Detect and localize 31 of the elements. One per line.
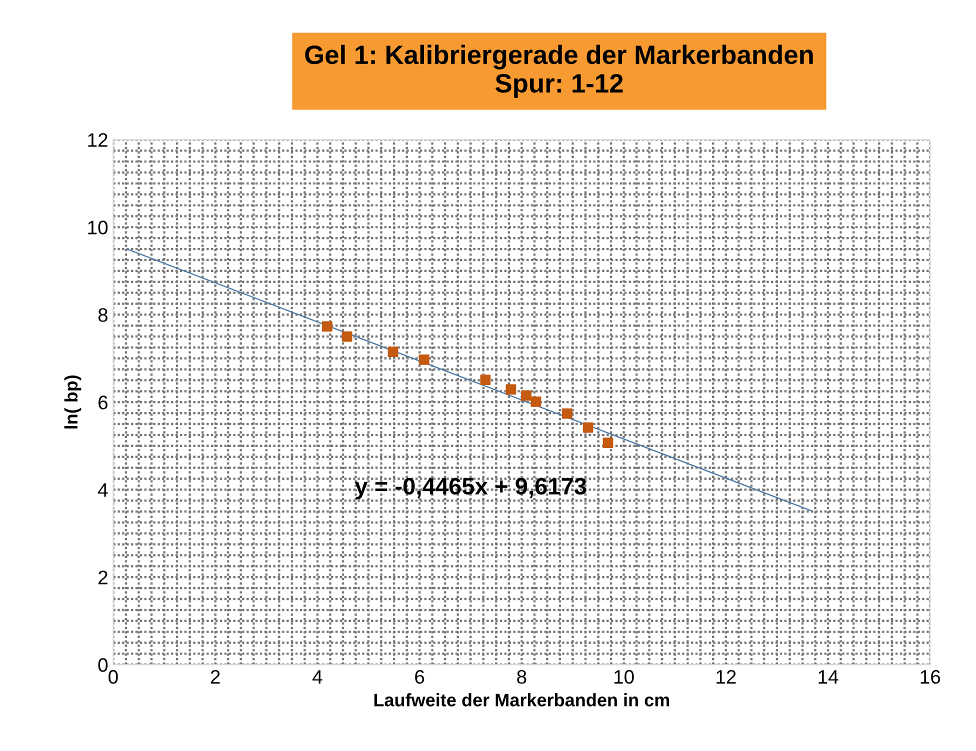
- point: [602, 438, 614, 448]
- chart-title: Gel 1: Kalibriergerade der Markerbanden Spur: 1-12: [305, 44, 813, 98]
- y-tick-label: 6: [98, 396, 108, 410]
- x-tick-label: 2: [210, 670, 220, 684]
- point: [582, 422, 594, 433]
- point: [388, 346, 398, 358]
- y-tick-label: 2: [98, 570, 108, 584]
- annotation: y = -0,4465x + 9,6173: [354, 478, 586, 500]
- y-axis-title: ln( bp): [64, 375, 82, 428]
- point: [530, 396, 542, 407]
- x-tick-label: 12: [716, 670, 736, 684]
- x-tick-label: 4: [312, 670, 322, 684]
- y-tick-label: 12: [88, 133, 108, 147]
- x-tick-label: 14: [818, 670, 838, 684]
- y-tick-label: 4: [98, 483, 108, 497]
- x-axis-title: Laufweite der Markerbanden in cm: [374, 693, 670, 706]
- x-tick-label: 6: [415, 670, 424, 684]
- x-tick-label: 16: [920, 670, 940, 684]
- point: [418, 354, 430, 365]
- point: [342, 331, 352, 342]
- point: [521, 390, 532, 401]
- point: [506, 384, 516, 395]
- point: [322, 321, 332, 332]
- point: [480, 374, 491, 386]
- x-tick-label: 0: [108, 670, 118, 684]
- x-tick-label: 8: [517, 670, 526, 684]
- y-tick-label: 10: [88, 220, 108, 234]
- y-tick-label: 0: [98, 658, 108, 672]
- point: [562, 408, 572, 419]
- y-tick-label: 8: [98, 308, 108, 322]
- x-tick-label: 10: [614, 670, 634, 684]
